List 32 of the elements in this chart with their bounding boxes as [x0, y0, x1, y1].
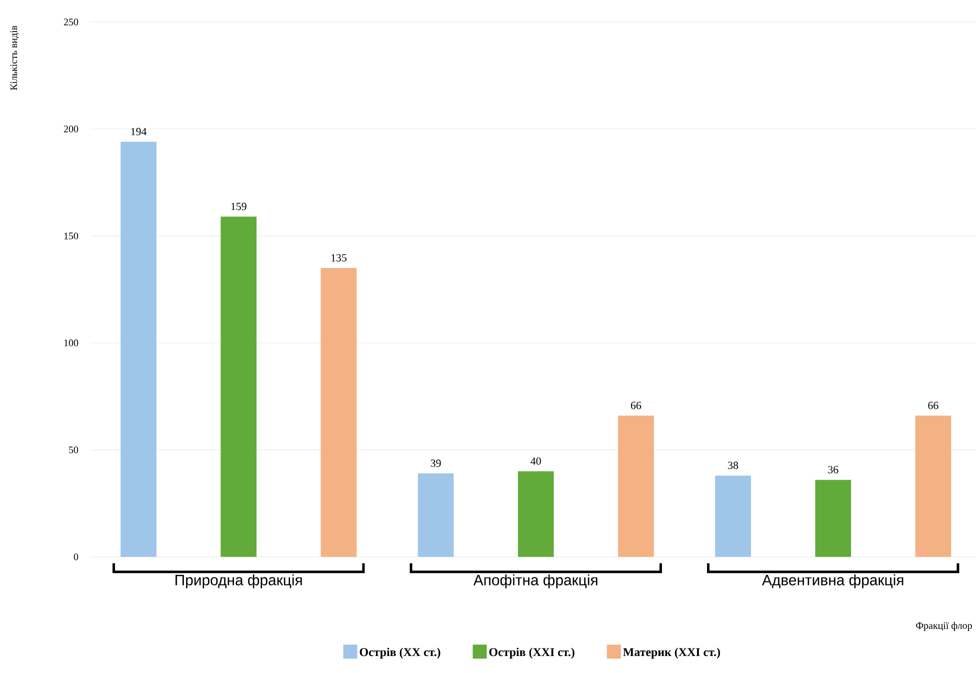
bar [320, 268, 357, 557]
data-label: 40 [530, 457, 541, 465]
bar [220, 216, 257, 557]
y-tick-label: 250 [64, 18, 78, 26]
bar [418, 474, 454, 557]
y-tick-label: 200 [64, 126, 78, 132]
bar [715, 476, 751, 557]
data-label: 38 [728, 462, 738, 470]
y-tick-label: 150 [64, 232, 78, 240]
bar [518, 471, 554, 557]
legend-label: Острів (ХХ ст.) [360, 648, 440, 659]
data-label: 159 [231, 202, 246, 210]
bar [120, 142, 156, 557]
legend-label: Материк (ХХІ ст.) [623, 648, 720, 659]
data-label: 36 [828, 466, 838, 474]
y-tick-label: 100 [64, 340, 78, 346]
x-tick-label: Природна фракція [176, 574, 302, 588]
x-tick-label: Адвентивна фракція [762, 574, 904, 588]
bar [915, 416, 952, 557]
legend-label: Острів (ХХІ ст.) [489, 648, 574, 659]
y-tick-label: 0 [74, 554, 78, 560]
x-axis-title: Фракції флор [916, 622, 972, 632]
data-label: 194 [131, 128, 147, 136]
y-axis-title: Кількість видів [10, 26, 19, 90]
data-label: 39 [430, 460, 441, 467]
bar [815, 480, 852, 557]
y-tick-label: 50 [69, 446, 78, 454]
data-label: 66 [630, 402, 642, 410]
data-label: 135 [331, 254, 346, 262]
data-label: 66 [928, 402, 938, 410]
bar [618, 416, 654, 557]
x-tick-label: Апофітна фракція [473, 574, 598, 588]
